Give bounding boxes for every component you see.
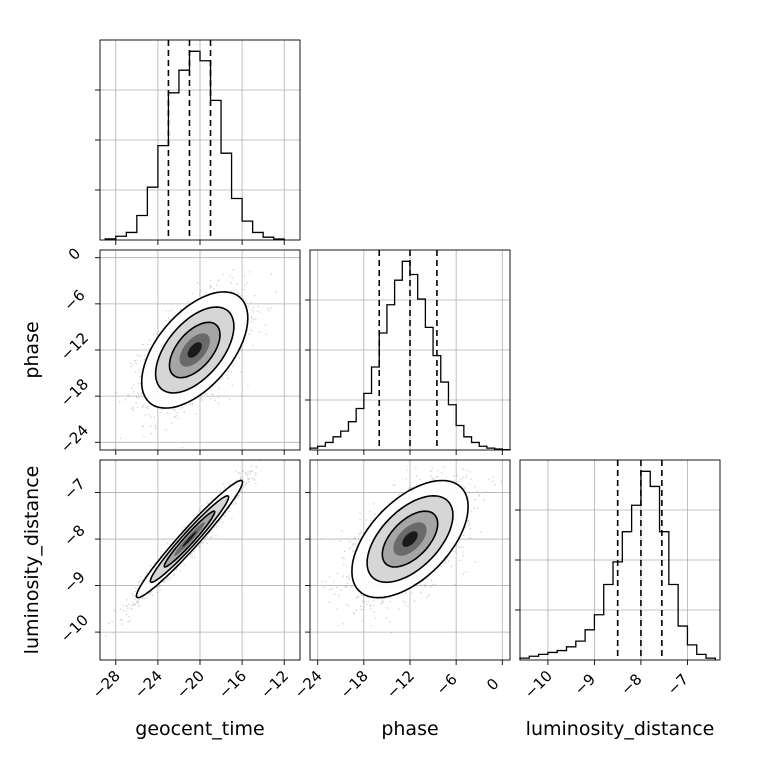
x-tick-label: −24 (131, 667, 166, 702)
x-tick-label: −12 (257, 667, 292, 702)
joint-panel-geocent-time-vs-phase: −24 −18 −12 −6 0 (57, 244, 301, 456)
contour-line (351, 479, 469, 599)
contour-line (135, 479, 244, 599)
y-tick-label: −6 (60, 286, 88, 314)
histogram-geocent-time (104, 50, 285, 240)
x-tick-label: −9 (571, 670, 599, 698)
x-tick-label: −7 (664, 670, 692, 698)
y-tick-label: −18 (57, 375, 92, 410)
x-tick-label: 0 (483, 675, 502, 694)
joint-samples (105, 460, 261, 638)
y-tick-label: −9 (60, 568, 88, 596)
x-tick-label: −8 (617, 670, 645, 698)
x-axis-label-luminosity-distance: luminosity_distance (526, 718, 715, 740)
contour-line (366, 494, 454, 584)
panel-frame (519, 459, 721, 661)
y-tick-label: −12 (57, 329, 92, 364)
contour-line (381, 510, 439, 568)
y-tick-label: −10 (57, 611, 92, 646)
density-fill (187, 342, 202, 358)
y-tick-label: −7 (60, 475, 88, 503)
x-tick-label: −12 (383, 667, 418, 702)
joint-panel-phase-vs-luminosity-distance (305, 459, 511, 665)
y-axis-label-luminosity-distance: luminosity_distance (21, 466, 43, 655)
contour-line (168, 321, 221, 379)
y-tick-label: −8 (60, 521, 88, 549)
x-tick-label: −6 (432, 670, 460, 698)
x-tick-label: −18 (337, 667, 372, 702)
y-tick-label: 0 (65, 244, 84, 263)
marginal-panel-luminosity-distance (515, 459, 721, 665)
density-fill (402, 531, 418, 547)
x-axis-label-geocent-time: geocent_time (135, 718, 264, 740)
x-tick-label: −10 (521, 667, 556, 702)
x-tick-label: −28 (89, 667, 124, 702)
x-axis-label-phase: phase (381, 718, 438, 740)
marginal-panel-phase (305, 249, 511, 455)
density-fill (182, 531, 197, 547)
joint-samples (113, 269, 277, 449)
contour-line (163, 510, 216, 568)
y-axis-label-phase: phase (21, 321, 43, 378)
joint-panel-geocent-time-vs-luminosity-distance: −10 −9 −8 −7 (57, 459, 301, 665)
marginal-panel-geocent-time (95, 39, 301, 245)
histogram-phase (309, 260, 511, 451)
x-tick-label: −16 (215, 667, 250, 702)
joint-samples (310, 466, 502, 634)
contour-line (149, 494, 230, 584)
y-tick-label: −24 (57, 421, 92, 456)
x-tick-label: −24 (291, 667, 326, 702)
contour-line (140, 291, 249, 409)
contour-line (154, 306, 235, 394)
x-tick-label: −20 (173, 667, 208, 702)
